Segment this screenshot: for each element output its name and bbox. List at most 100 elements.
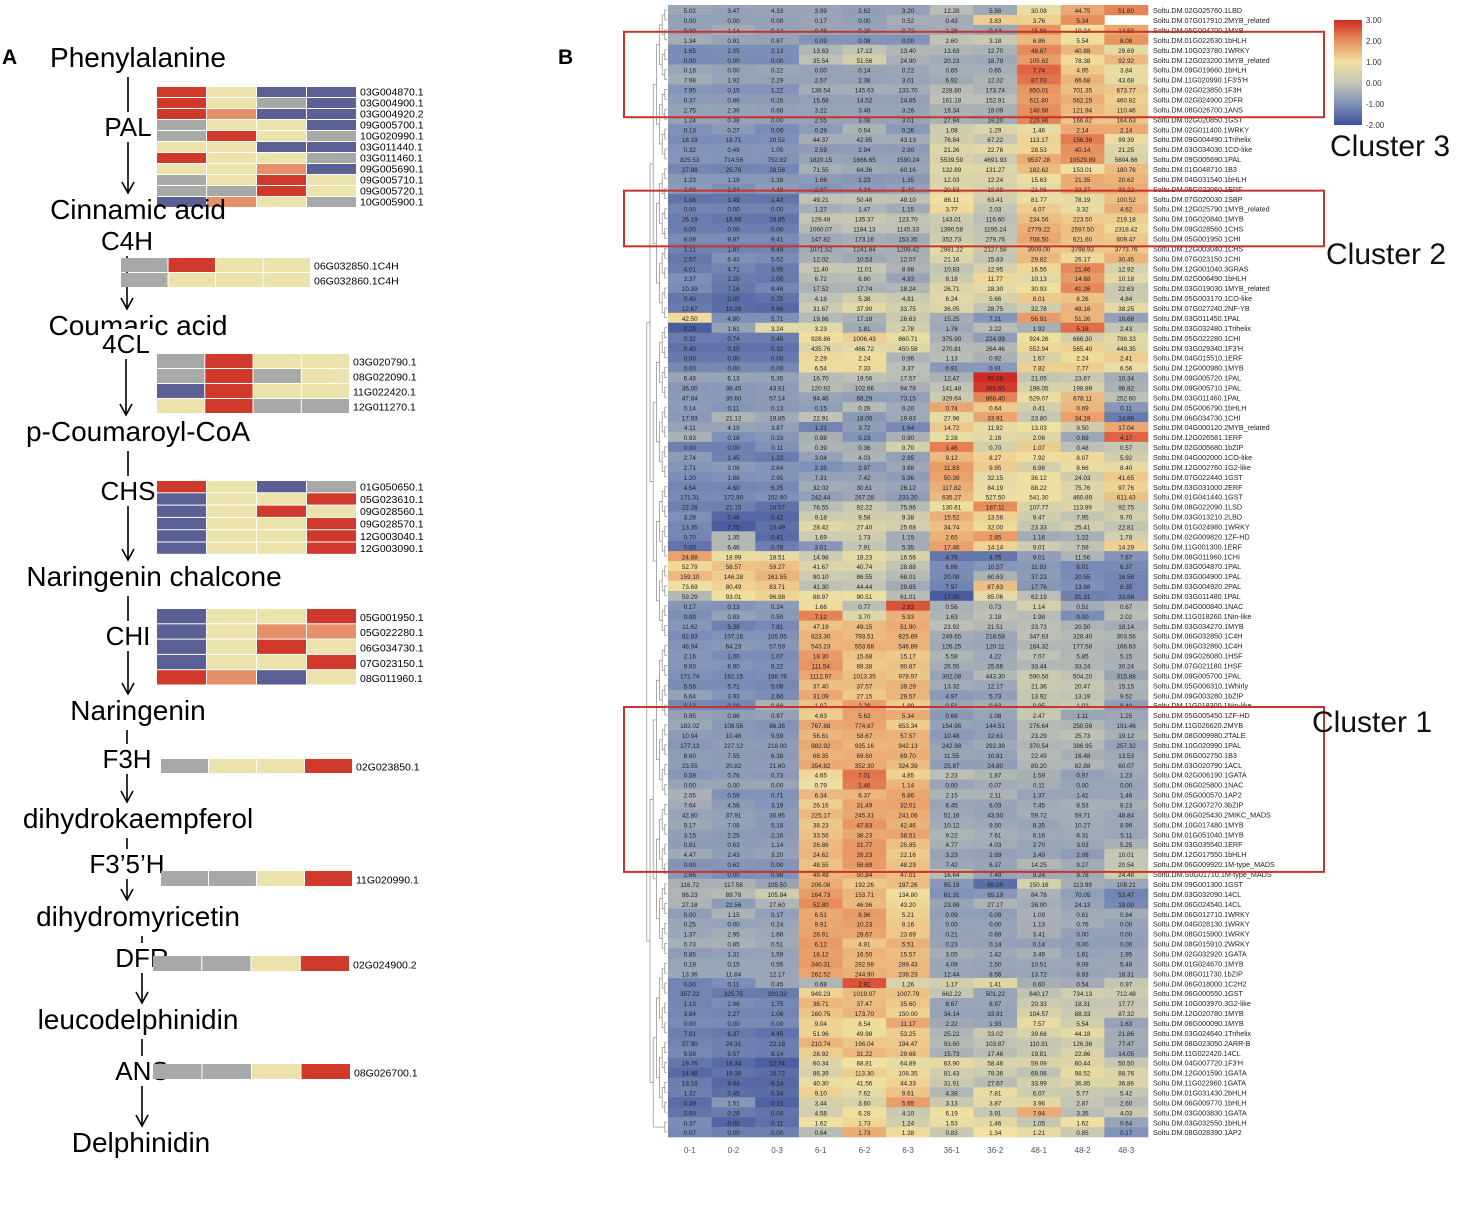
heatmap-cell-value: 0.07 — [989, 783, 1002, 790]
heatmap-cell-value: 10.23 — [856, 922, 872, 929]
heatmap-cell-value: 12.70 — [987, 48, 1003, 55]
heatmap-cell — [886, 431, 931, 443]
heatmap-cell — [755, 988, 800, 999]
heatmap-cell-value: 8.23 — [1120, 803, 1133, 810]
heatmap-cell — [842, 938, 887, 949]
heatmap-cell — [886, 819, 931, 830]
heatmap-cell-value: 0.65 — [946, 68, 959, 75]
heatmap-cell-value: 3.32 — [1076, 207, 1089, 214]
heatmap-cell — [1104, 1067, 1149, 1078]
heatmap-cell — [973, 34, 1018, 46]
heatmap-cell-value: 7.92 — [1033, 455, 1046, 462]
heatmap-cell-value: 1.14 — [771, 842, 784, 849]
heatmap-cell — [755, 74, 800, 85]
heatmap-cell-value: 449.35 — [1117, 346, 1137, 353]
heatmap-cell — [711, 829, 756, 840]
gene-expression-cell — [207, 120, 256, 130]
heatmap-cell-value: 4.77 — [946, 842, 959, 849]
heatmap-cell — [842, 650, 887, 661]
heatmap-cell-value: 2.75 — [684, 107, 697, 114]
heatmap-cell — [711, 153, 756, 165]
heatmap-cell-value: 2.24 — [1076, 356, 1089, 363]
gene-id-label: 12G011270.1 — [353, 402, 416, 414]
heatmap-cell — [668, 64, 712, 75]
heatmap-cell — [668, 928, 712, 939]
heatmap-cell-value: 5.71 — [727, 683, 740, 690]
heatmap-cell — [973, 829, 1018, 840]
heatmap-cell-value: 28.30 — [987, 286, 1003, 293]
heatmap-cell-value: 42.46 — [900, 822, 916, 829]
heatmap-cell — [798, 1057, 843, 1068]
heatmap-cell — [929, 551, 974, 562]
heatmap-cell-value: 49.10 — [900, 197, 916, 204]
heatmap-cell — [886, 451, 931, 463]
heatmap-row-label: Soltu.DM.04G031540.1bHLH — [1153, 175, 1247, 184]
heatmap-cell — [886, 918, 931, 929]
heatmap-cell — [668, 1037, 712, 1048]
heatmap-cell — [711, 948, 756, 959]
heatmap-row-label: Soltu.DM.01G024670.1MYB — [1153, 959, 1244, 968]
heatmap-cell — [1060, 183, 1105, 194]
gene-id-label: 03G004920.2 — [360, 109, 424, 121]
heatmap-cell-value: 14.14 — [987, 544, 1003, 551]
heatmap-cell — [842, 600, 887, 612]
heatmap-cell-value: 0.00 — [902, 38, 915, 45]
enzyme-label-bg — [100, 112, 156, 142]
heatmap-cell-value: 88.22 — [1031, 485, 1047, 492]
heatmap-cell — [1017, 322, 1062, 333]
heatmap-cell — [755, 650, 800, 661]
heatmap-cell-value: 0.11 — [771, 1120, 783, 1127]
heatmap-cell-value: 28.53 — [1031, 147, 1047, 154]
heatmap-cell-value: 501.22 — [986, 991, 1006, 998]
heatmap-cell — [755, 243, 800, 254]
heatmap-cell — [1060, 124, 1105, 135]
heatmap-cell — [1017, 759, 1062, 770]
heatmap-cell-value: 678.11 — [1073, 395, 1092, 402]
gene-expression-cell — [202, 1064, 251, 1079]
heatmap-cell-value: 2.91 — [858, 981, 871, 988]
heatmap-cell-value: 21.36 — [1031, 683, 1047, 690]
heatmap-cell — [668, 312, 712, 324]
heatmap-cell-value: 7.64 — [684, 803, 697, 810]
heatmap-cell — [755, 878, 800, 890]
heatmap-cell-value: 241.06 — [898, 812, 918, 819]
gene-expression-cell — [257, 120, 306, 130]
heatmap-cell — [668, 630, 712, 641]
heatmap-cell — [1017, 739, 1062, 751]
heatmap-cell — [755, 173, 800, 185]
heatmap-cell — [1060, 431, 1105, 443]
heatmap-cell-value: 15.73 — [944, 1051, 960, 1058]
heatmap-cell — [973, 1027, 1018, 1039]
heatmap-cell-value: 1.08 — [946, 127, 959, 134]
heatmap-cell-value: 26.16 — [813, 803, 829, 810]
heatmap-cell — [973, 620, 1018, 631]
heatmap-cell-value: 8.08 — [1120, 38, 1133, 45]
gene-expression-cell — [157, 481, 206, 493]
heatmap-cell-value: 1.05 — [1033, 1120, 1046, 1127]
heatmap-cell-value: 0.43 — [946, 18, 959, 25]
heatmap-cell-value: 0.13 — [771, 405, 784, 412]
heatmap-cell-value: 10.28 — [726, 306, 742, 313]
heatmap-cell — [668, 898, 712, 909]
heatmap-cell — [929, 888, 974, 899]
heatmap-cell-value: 0.11 — [771, 445, 783, 452]
heatmap-cell — [755, 769, 800, 780]
heatmap-cell-value: 5.34 — [902, 713, 915, 720]
heatmap-cell-value: 328.40 — [1073, 634, 1093, 641]
heatmap-cell-value: 9.66 — [771, 306, 784, 313]
heatmap-cell — [1060, 392, 1105, 403]
heatmap-cell-value: 621.60 — [1073, 237, 1093, 244]
heatmap-cell — [1104, 273, 1149, 284]
heatmap-cell-value: 116.60 — [986, 217, 1005, 224]
heatmap-cell-value: 1.47 — [858, 207, 871, 214]
heatmap-cell-value: 242.98 — [942, 743, 962, 750]
heatmap-cell-value: 1060.07 — [809, 227, 832, 234]
heatmap-cell-value: 0.00 — [684, 783, 697, 790]
gene-expression-cell — [307, 639, 356, 654]
heatmap-cell — [711, 1037, 756, 1048]
heatmap-cell-value: 25.22 — [944, 1031, 960, 1038]
heatmap-row-label: Soltu.DM.04G015510.1ERF — [1153, 354, 1243, 363]
heatmap-cell-value: 17.46 — [944, 544, 960, 551]
heatmap-cell — [798, 1077, 843, 1088]
gene-id-label: 12G003090.1 — [360, 543, 424, 555]
